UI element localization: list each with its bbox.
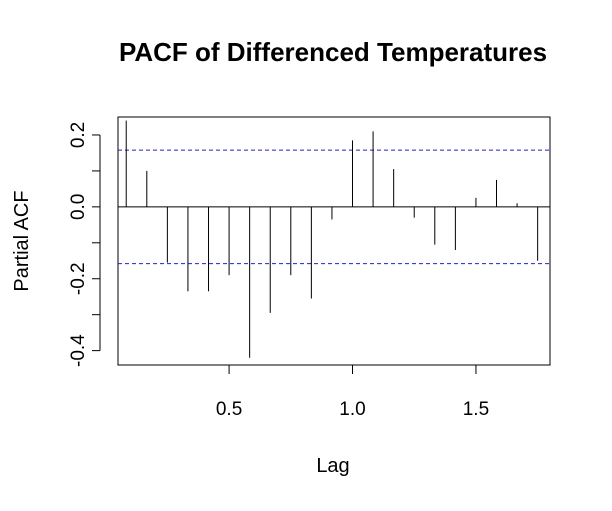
- y-tick-label: 0.2: [68, 122, 89, 148]
- confidence-bounds: [118, 149, 550, 265]
- x-axis-label: Lag: [316, 455, 349, 477]
- y-axis-label: Partial ACF: [11, 190, 33, 291]
- chart-title: PACF of Differenced Temperatures: [119, 37, 547, 67]
- y-tick-label: -0.2: [68, 262, 89, 295]
- plot-frame: [117, 116, 551, 366]
- x-tick-label: 1.0: [339, 399, 365, 420]
- y-axis: -0.4 -0.2 0.0 0.2: [68, 122, 101, 367]
- x-tick-label: 1.5: [463, 399, 489, 420]
- y-tick-label: -0.4: [68, 334, 89, 367]
- y-tick-label: 0.0: [68, 194, 89, 220]
- x-tick-label: 0.5: [216, 399, 242, 420]
- x-axis: 0.5 1.0 1.5: [216, 364, 489, 420]
- pacf-bars: [125, 120, 539, 358]
